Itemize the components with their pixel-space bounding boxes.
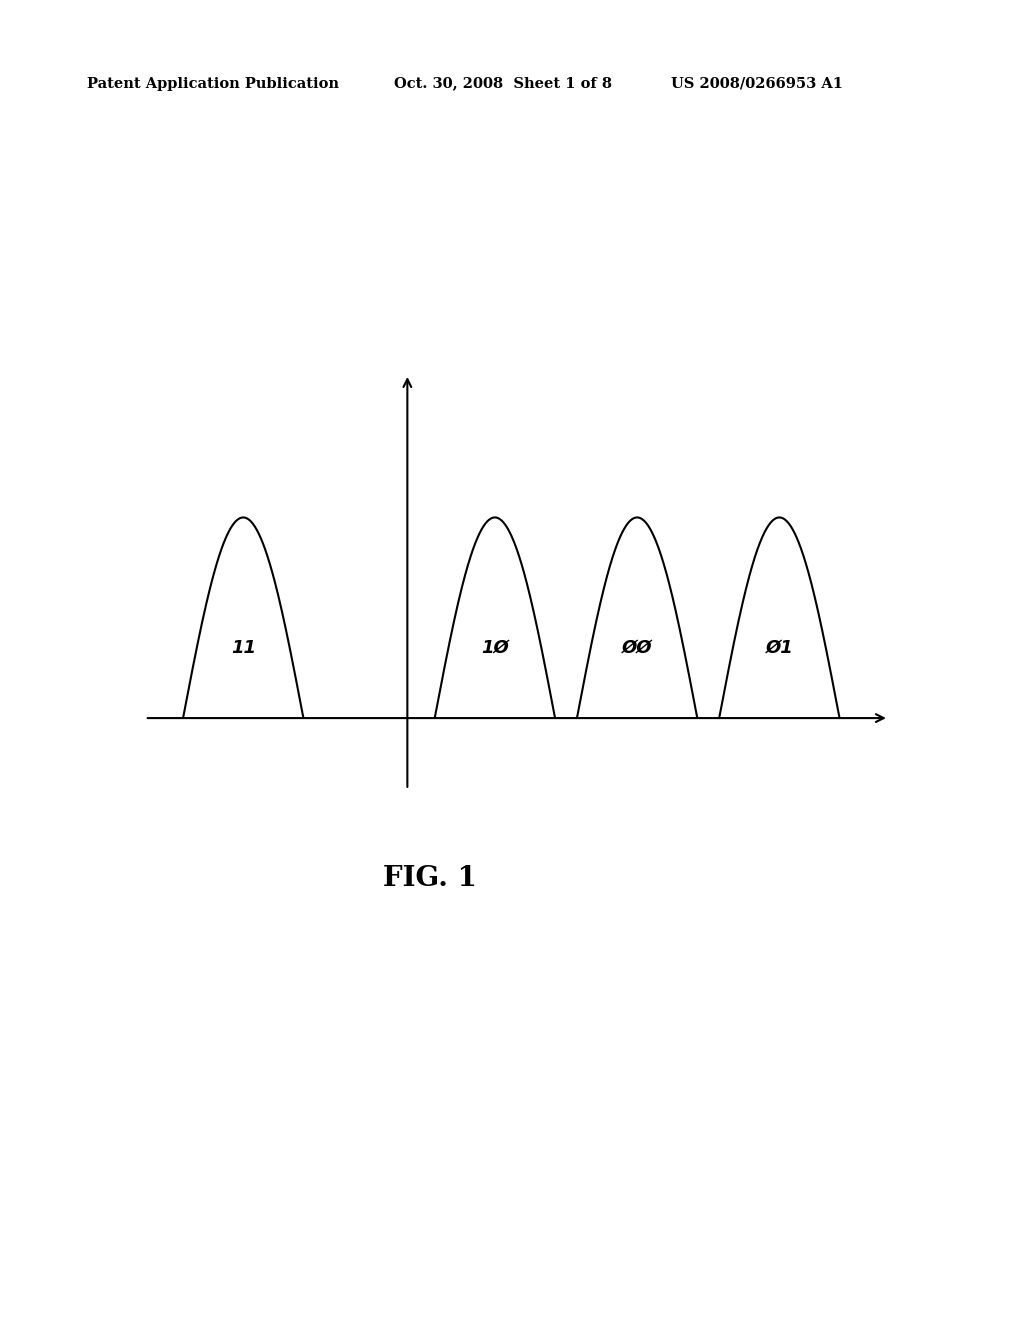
Text: 1Ø: 1Ø bbox=[481, 639, 509, 657]
Text: ØØ: ØØ bbox=[622, 639, 652, 657]
Text: 11: 11 bbox=[230, 639, 256, 657]
Text: US 2008/0266953 A1: US 2008/0266953 A1 bbox=[671, 77, 843, 91]
Text: Patent Application Publication: Patent Application Publication bbox=[87, 77, 339, 91]
Text: Oct. 30, 2008  Sheet 1 of 8: Oct. 30, 2008 Sheet 1 of 8 bbox=[394, 77, 612, 91]
Text: FIG. 1: FIG. 1 bbox=[383, 865, 477, 891]
Text: Ø1: Ø1 bbox=[766, 639, 794, 657]
